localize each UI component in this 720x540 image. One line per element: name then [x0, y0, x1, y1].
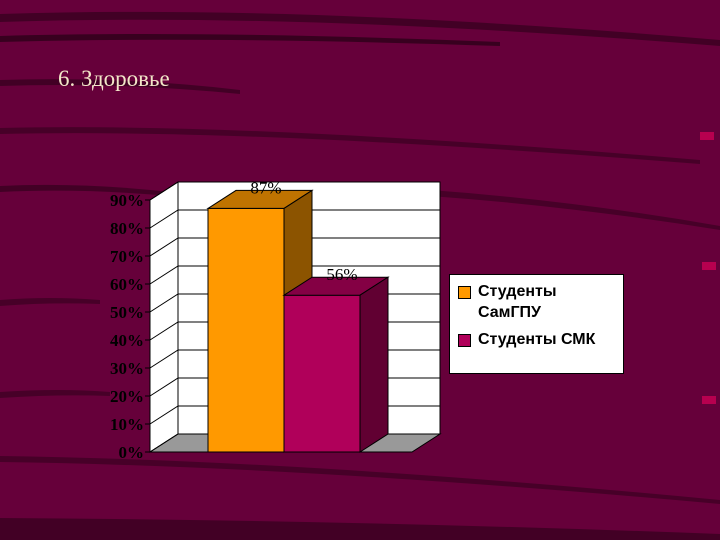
y-tick-label: 30%: [110, 359, 144, 378]
y-tick-label: 20%: [110, 387, 144, 406]
background-streak: [0, 518, 720, 540]
y-tick-label: 70%: [110, 247, 144, 266]
bar-smk: [282, 276, 390, 453]
legend-label-samgpu: Студенты СамГПУ: [478, 281, 557, 323]
background-streak: [0, 390, 110, 398]
bar-front: [207, 207, 285, 453]
legend-label-smk: Студенты СМК: [478, 329, 595, 350]
background-streak: [0, 34, 500, 46]
plot-side-wall: [149, 181, 179, 453]
background-streak: [0, 11, 720, 46]
legend-label-line: Студенты: [478, 283, 557, 300]
y-tick-label: 50%: [110, 303, 144, 322]
background-streak: [0, 79, 240, 94]
legend-label-line: СамГПУ: [478, 304, 542, 321]
y-tick-label: 0%: [119, 443, 145, 462]
y-tick-label: 40%: [110, 331, 144, 350]
bar-front: [283, 294, 361, 453]
legend-item-samgpu: Студенты СамГПУ: [458, 281, 619, 323]
legend-label-line: Студенты СМК: [478, 331, 596, 348]
data-label: 56%: [326, 265, 357, 284]
y-tick-label: 60%: [110, 275, 144, 294]
background-streak: [430, 190, 720, 230]
gridline: [149, 265, 440, 285]
background-streak: [0, 298, 100, 306]
chart-legend: Студенты СамГПУ Студенты СМК: [449, 274, 624, 374]
background-streak: [0, 456, 720, 504]
accent-mark: [702, 396, 716, 404]
accent-mark: [702, 262, 716, 270]
data-label: 87%: [250, 178, 281, 197]
bar-side: [359, 276, 389, 453]
legend-swatch-samgpu: [458, 286, 471, 299]
y-tick-label: 90%: [110, 191, 144, 210]
background-streak: [0, 184, 170, 196]
slide-title: 6. Здоровье: [58, 66, 170, 91]
gridline: [149, 181, 440, 201]
legend-item-smk: Студенты СМК: [458, 329, 619, 350]
background-streak: [0, 127, 700, 164]
accent-mark: [700, 132, 714, 140]
y-tick-label: 80%: [110, 219, 144, 238]
legend-swatch-smk: [458, 334, 471, 347]
gridline: [149, 209, 440, 229]
y-tick-label: 10%: [110, 415, 144, 434]
gridline: [149, 237, 440, 257]
